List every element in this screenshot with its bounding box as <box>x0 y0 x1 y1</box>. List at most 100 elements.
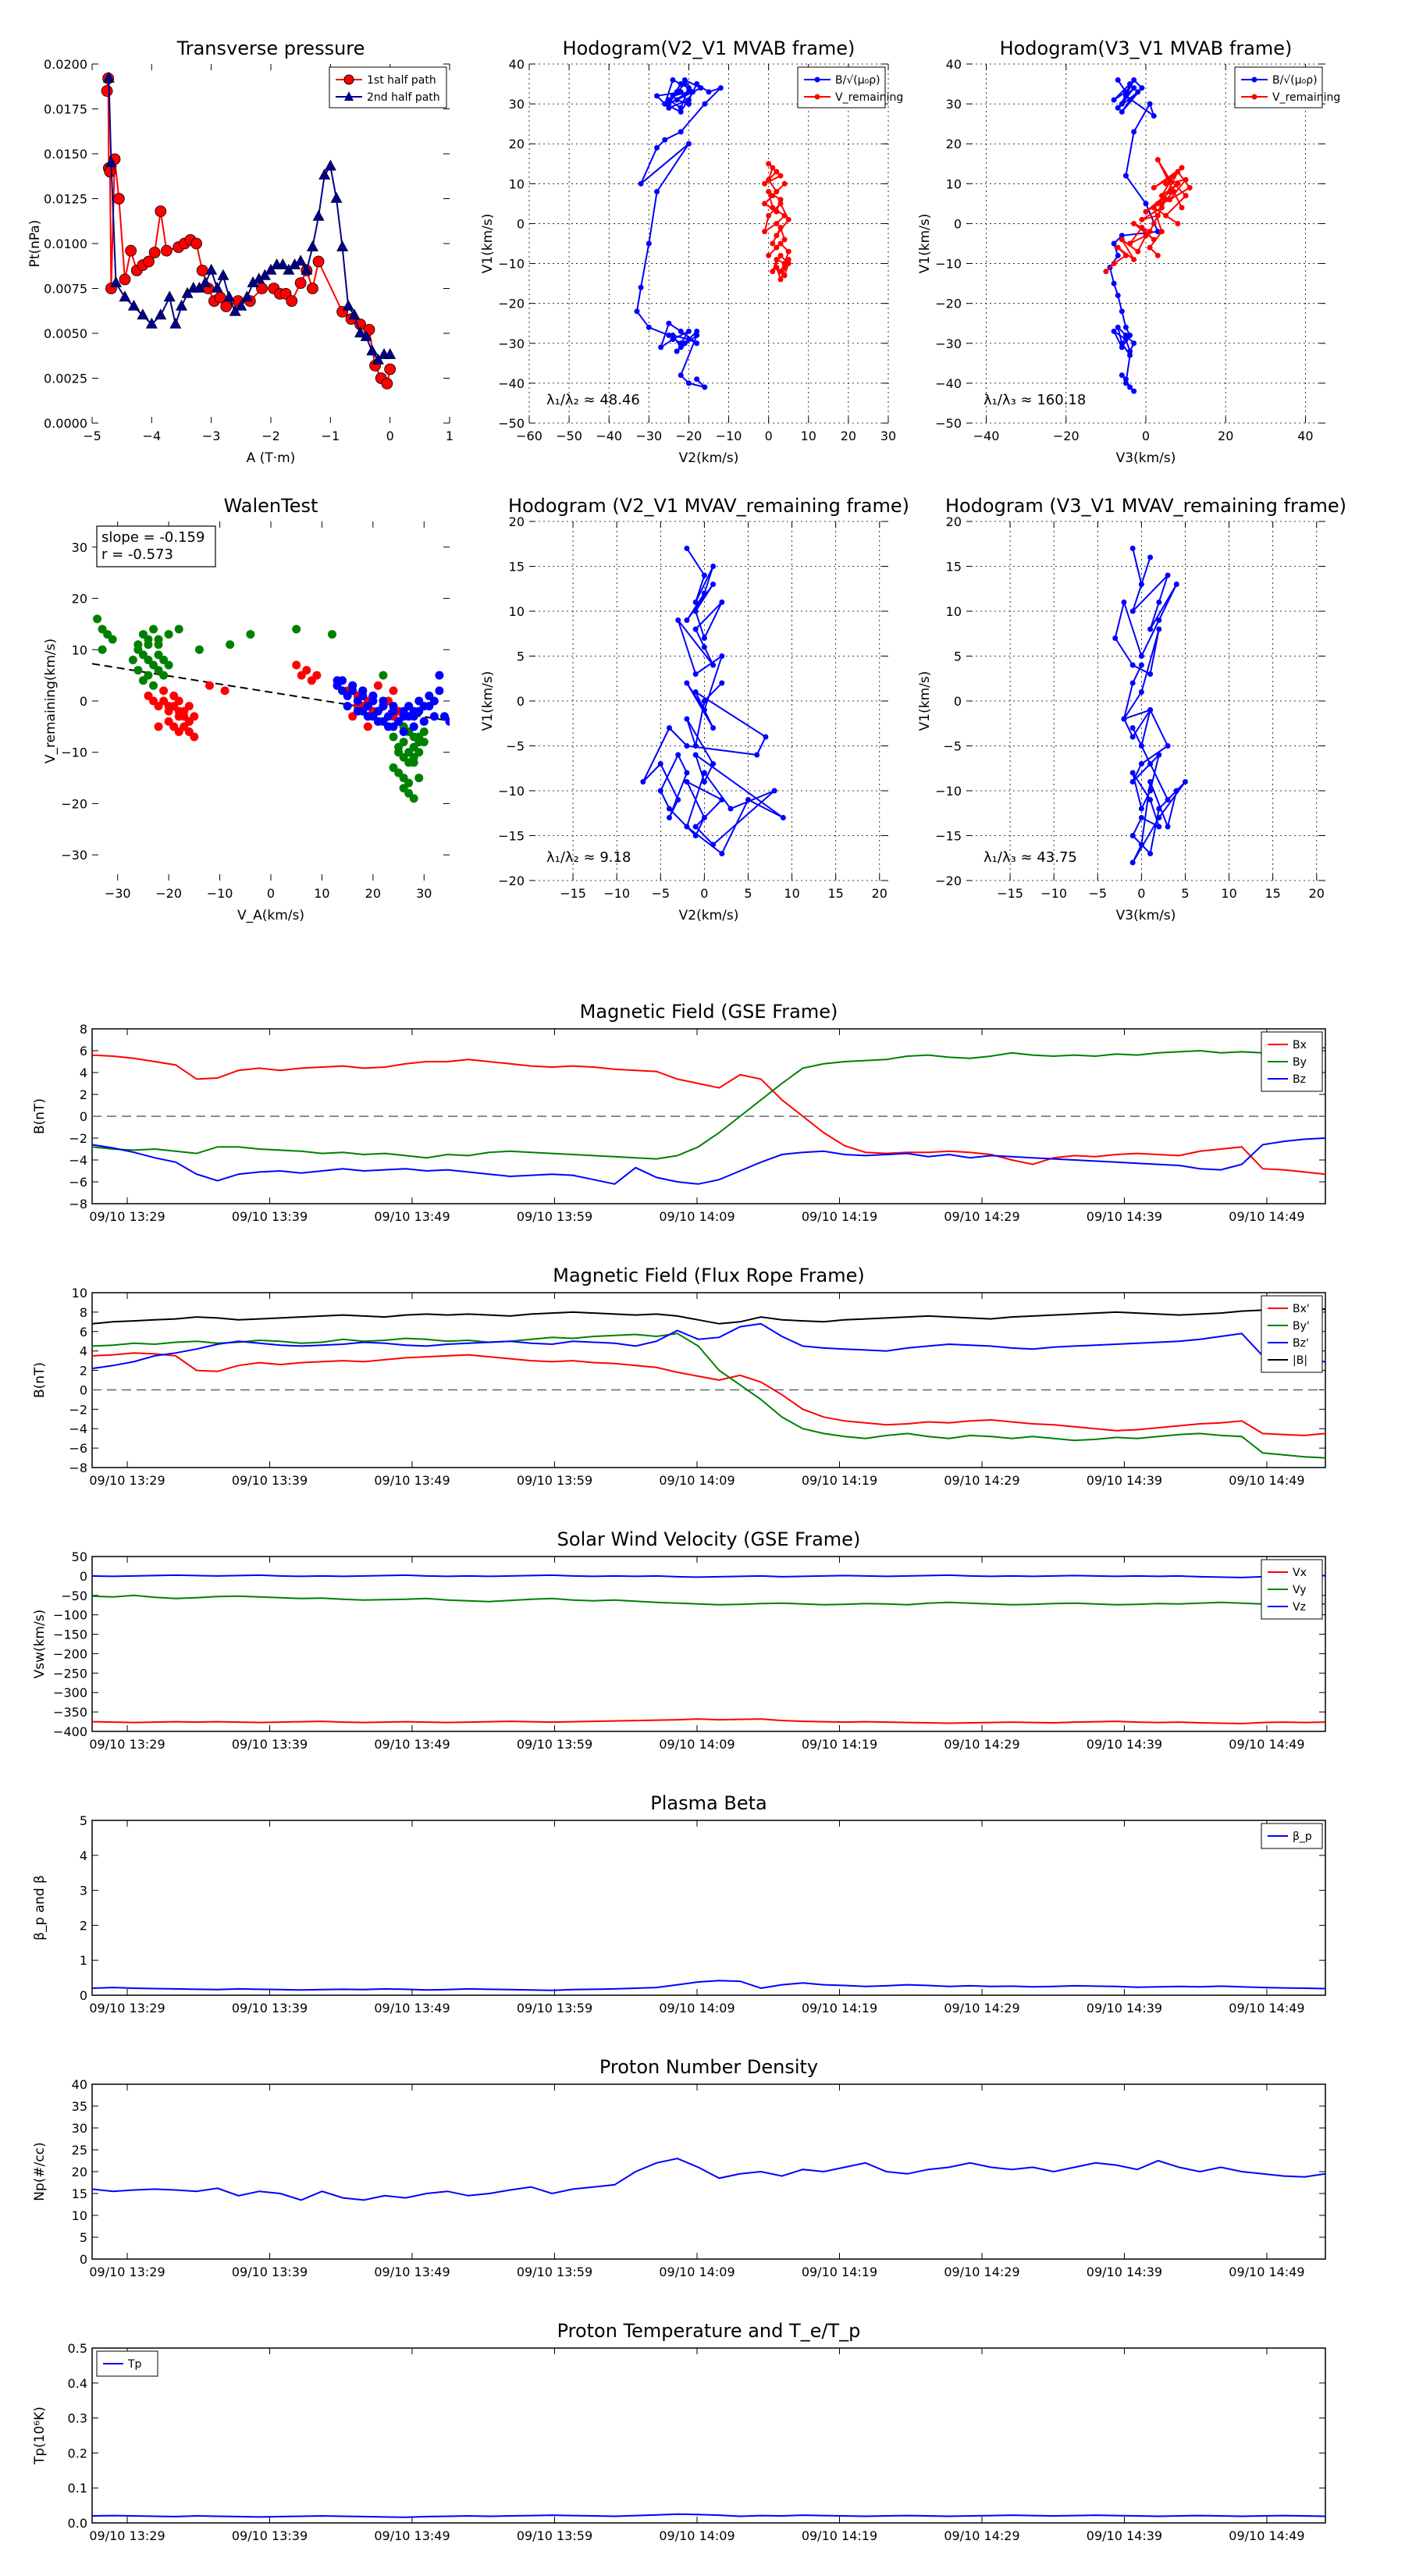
data-point <box>727 806 734 812</box>
data-point <box>670 76 676 83</box>
data-point <box>670 336 676 343</box>
data-point <box>110 276 123 287</box>
data-point <box>1138 841 1144 848</box>
data-point <box>774 220 780 226</box>
h3-panel: −15 −10 −5 0 5 10 15 20−20−15−10−505101520Hodog… <box>480 495 909 923</box>
data-point <box>1122 93 1129 99</box>
h1-panel: −60 −50 −40 −30 −20 −10 0 10 20 30−50−40−30−20−10… <box>480 37 903 466</box>
data-point <box>1127 97 1133 103</box>
data-point <box>439 712 449 721</box>
data-point <box>1115 324 1121 330</box>
time-tick-label: 09/10 14:29 <box>944 2528 1019 2543</box>
data-point <box>127 299 140 311</box>
y-tick-label: 20 <box>946 514 962 529</box>
y-tick-label: 25 <box>72 2143 87 2158</box>
stats-line: r = -0.573 <box>101 546 173 563</box>
y-tick-label: −40 <box>498 376 525 391</box>
data-point <box>678 328 684 334</box>
y-axis-label: V1(km/s) <box>480 214 496 274</box>
data-point <box>348 308 361 320</box>
x-tick-label: 5 <box>1181 886 1189 901</box>
series-blue <box>333 671 450 736</box>
y-tick-label: −10 <box>935 784 962 799</box>
data-point <box>777 225 784 231</box>
data-point <box>1122 324 1129 330</box>
data-point <box>1167 176 1173 183</box>
data-point <box>694 328 700 334</box>
data-point <box>774 189 780 195</box>
chart-title: Hodogram (V3_V1 MVAV_remaining frame) <box>945 495 1346 517</box>
x-tick-label: −4 <box>143 429 162 443</box>
data-point <box>666 105 672 111</box>
y-axis-label: Pt(nPa) <box>27 220 43 268</box>
y-tick-label: −5 <box>943 739 962 754</box>
data-point <box>719 600 725 605</box>
y-tick-label: 10 <box>72 1286 87 1300</box>
data-point <box>1127 333 1133 339</box>
series-line-bx- <box>91 1352 1326 1436</box>
data-point <box>286 295 298 308</box>
x-axis-label: V_A(km/s) <box>237 908 304 923</box>
data-point <box>104 165 116 178</box>
y-tick-label: 5 <box>954 649 962 664</box>
data-point <box>710 582 717 587</box>
data-point <box>1171 173 1177 179</box>
y-tick-label: 0.0000 <box>44 416 87 431</box>
x-tick-label: 30 <box>880 429 896 443</box>
stats-box <box>96 525 216 568</box>
chart-title: WalenTest <box>224 495 318 517</box>
data-point <box>1179 205 1185 211</box>
data-point <box>766 176 772 183</box>
time-tick-label: 09/10 14:19 <box>802 1473 877 1488</box>
data-point <box>1131 256 1137 262</box>
legend-box <box>797 66 886 109</box>
data-point <box>205 681 214 690</box>
y-tick-label: 10 <box>946 604 962 619</box>
data-point <box>1147 244 1153 251</box>
data-point <box>762 180 768 187</box>
data-point <box>148 247 161 258</box>
data-point <box>366 344 379 356</box>
series-v-remaining <box>1103 157 1193 275</box>
data-point <box>333 676 342 685</box>
data-point <box>409 794 418 803</box>
data-point <box>368 691 378 700</box>
ratio-annotation: λ₁/λ₃ ≈ 43.75 <box>984 849 1077 866</box>
x-tick-label: −5 <box>83 429 101 443</box>
data-point <box>435 686 444 696</box>
series-v-remaining <box>762 161 791 283</box>
data-point <box>1173 582 1179 587</box>
data-point <box>1156 824 1162 830</box>
legend-marker <box>1251 76 1257 83</box>
data-point <box>1165 572 1171 578</box>
data-point <box>318 168 331 180</box>
data-point <box>638 180 644 187</box>
plot-area <box>1112 546 1188 866</box>
data-point <box>1131 340 1137 347</box>
x-tick-label: −20 <box>1053 429 1080 443</box>
data-point <box>678 372 684 379</box>
data-point <box>229 304 241 316</box>
data-point <box>1129 725 1136 731</box>
data-point <box>1127 384 1133 390</box>
data-point <box>1175 220 1181 226</box>
x-tick-label: 15 <box>828 886 844 901</box>
data-point <box>159 686 169 696</box>
x-tick-label: −40 <box>973 429 1000 443</box>
data-point <box>1135 89 1141 95</box>
chart-title: Magnetic Field (GSE Frame) <box>580 1001 838 1023</box>
data-point <box>692 600 699 605</box>
time-tick-label: 09/10 14:39 <box>1087 2001 1162 2016</box>
data-point <box>1111 261 1117 267</box>
x-tick-label: −5 <box>651 886 670 901</box>
data-point <box>770 240 776 247</box>
data-point <box>678 105 684 111</box>
data-point <box>1143 208 1149 215</box>
data-point <box>710 761 717 767</box>
beta-panel: Plasma Beta β_p and β 0 1 2 3 4 5 09/10 13:29 09/… <box>32 1792 1326 2016</box>
data-point <box>694 333 700 339</box>
data-point <box>246 630 255 639</box>
chart-title: Hodogram(V3_V1 MVAB frame) <box>1000 37 1293 59</box>
y-tick-label: 0 <box>954 216 962 231</box>
x-tick-label: −10 <box>1040 886 1067 901</box>
